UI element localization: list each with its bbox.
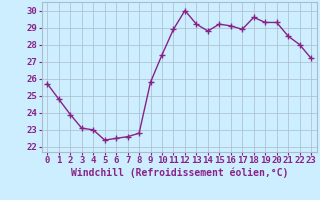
X-axis label: Windchill (Refroidissement éolien,°C): Windchill (Refroidissement éolien,°C)	[70, 168, 288, 178]
